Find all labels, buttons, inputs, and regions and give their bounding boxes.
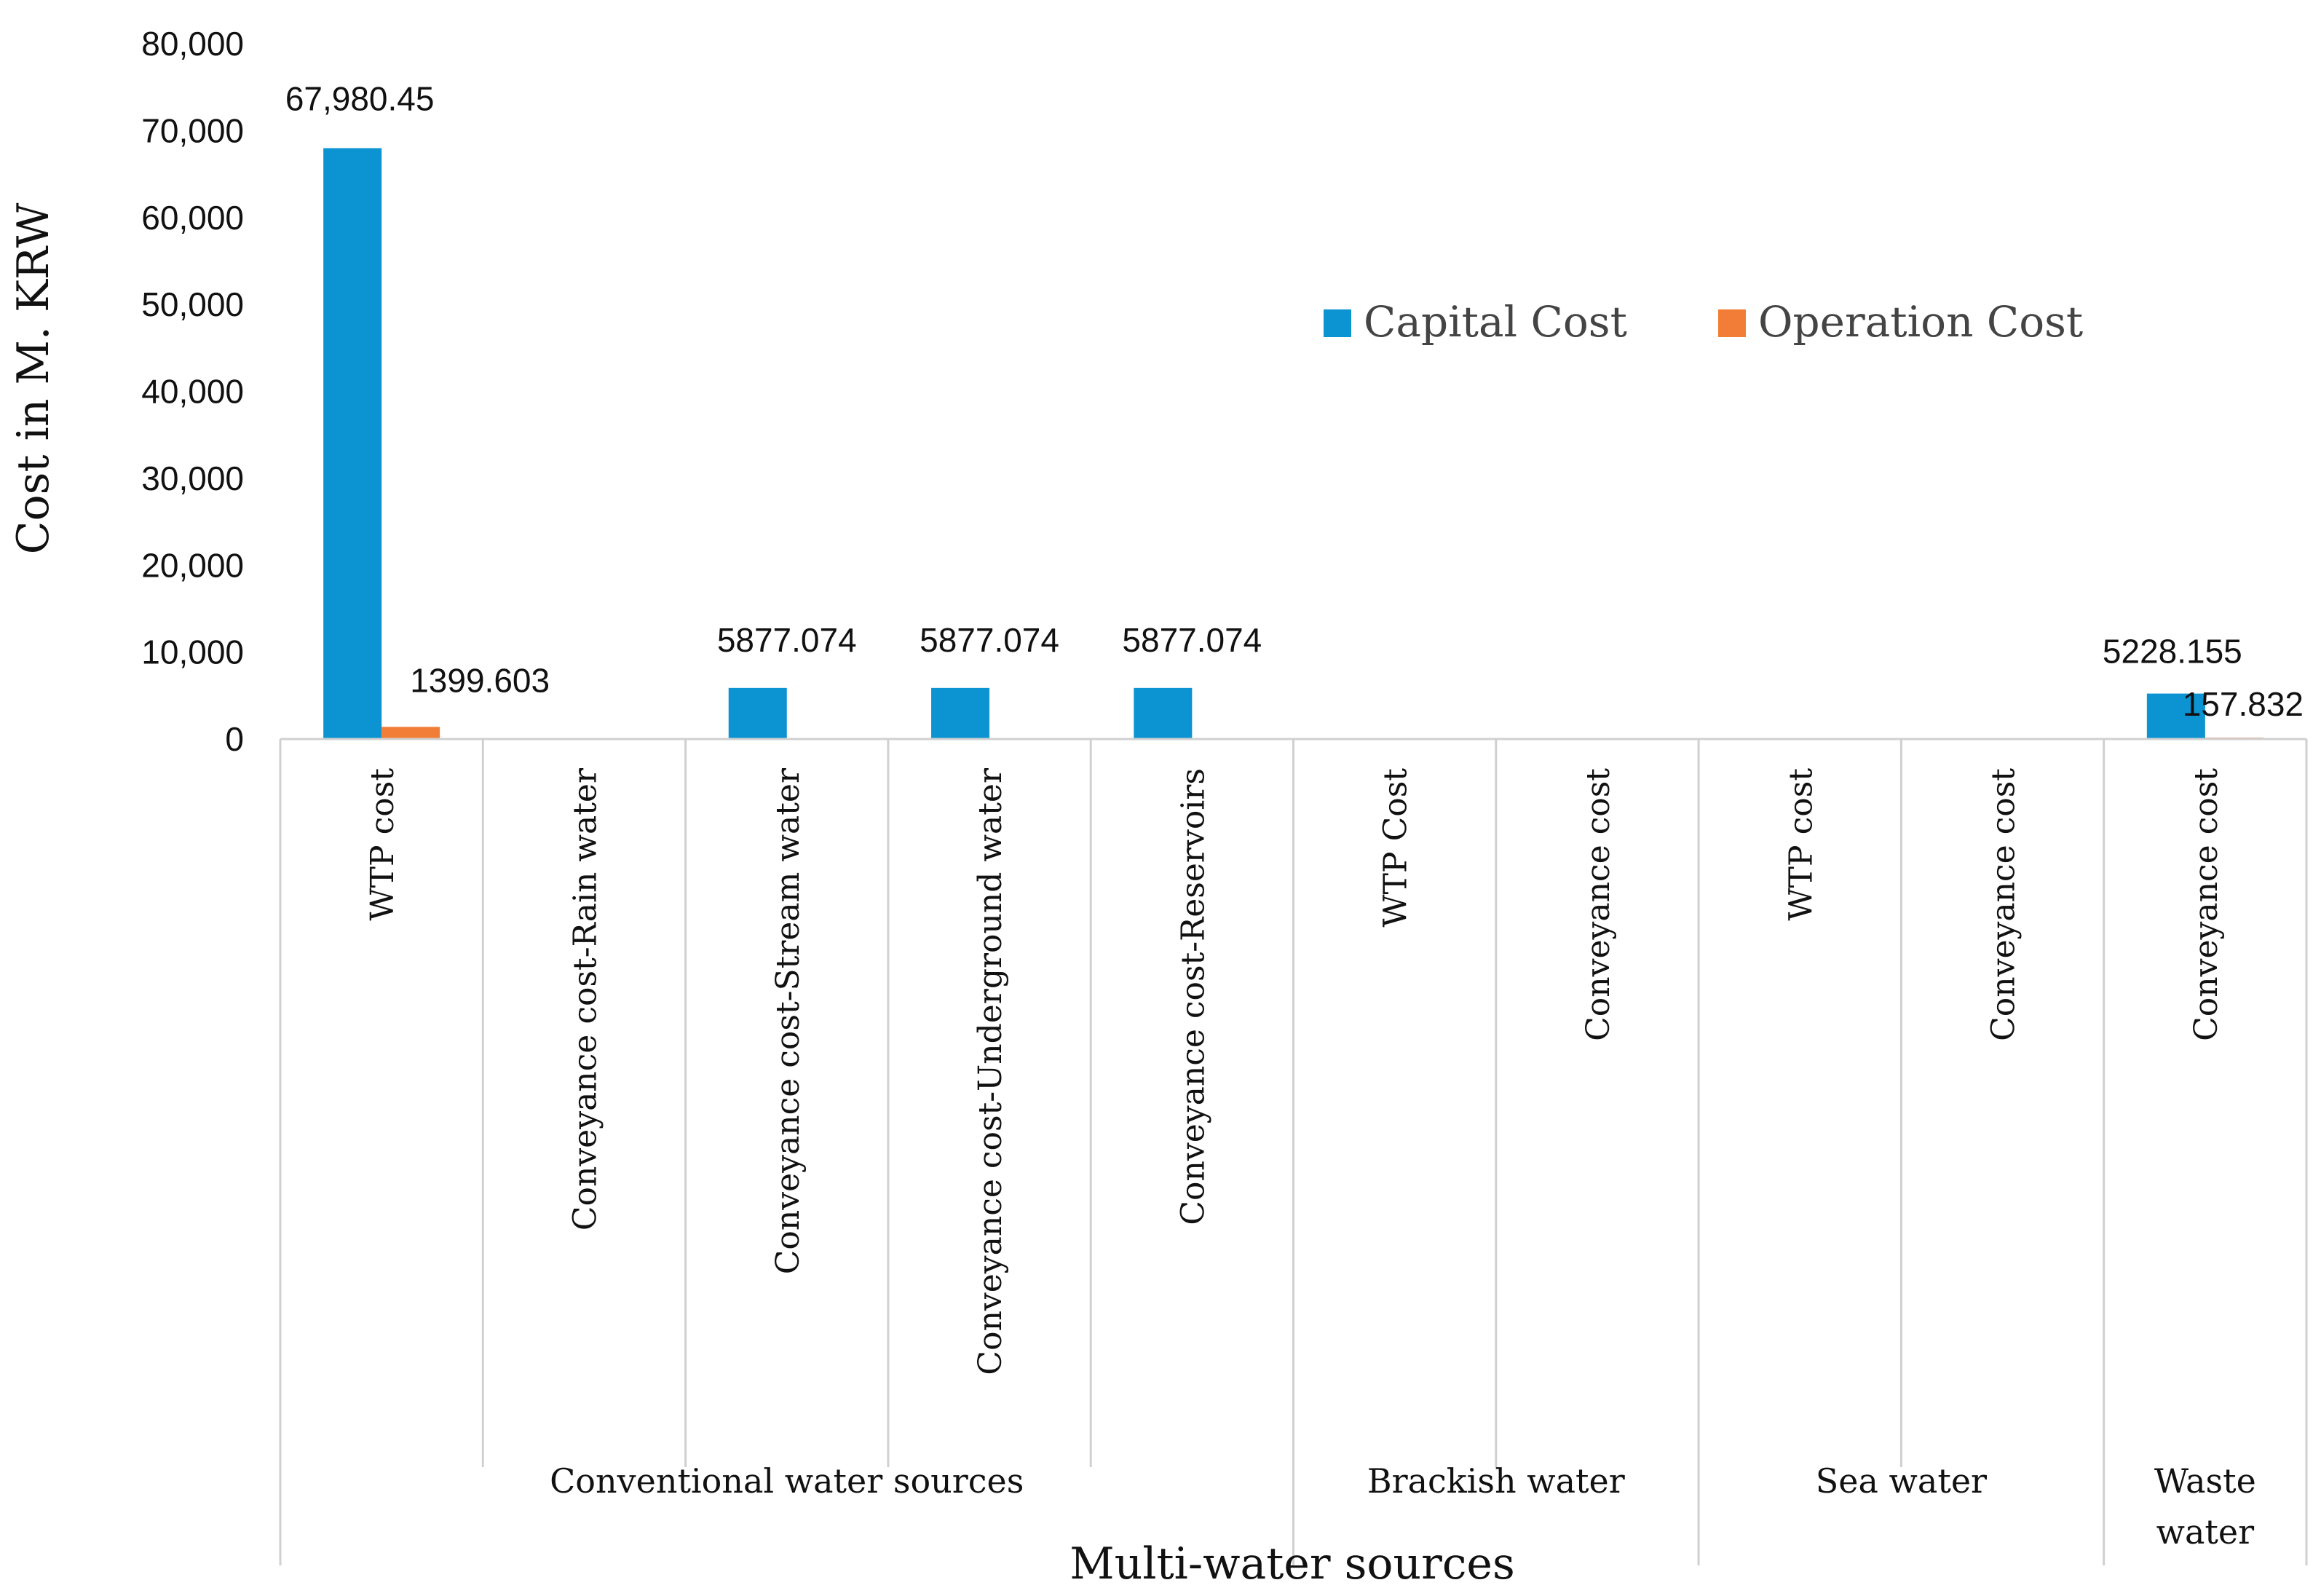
data-label: 5877.074 [920,621,1059,659]
category-label: WTP cost [1782,768,1819,921]
group-label: Conventional water sources [550,1461,1024,1501]
legend-label: Operation Cost [1758,297,2083,347]
category-label: Conveyance cost-Underground water [972,767,1009,1375]
bar-capital-9 [2146,693,2205,739]
category-label: Conveyance cost [2188,768,2225,1041]
category-label: Conveyance cost-Stream water [770,767,807,1274]
y-tick-label: 50,000 [141,285,244,323]
legend-swatch-operation [1718,309,1746,337]
group-label: Sea water [1816,1461,1987,1501]
y-tick-label: 30,000 [141,459,244,497]
y-tick-label: 80,000 [141,25,244,63]
y-tick-label: 20,000 [141,546,244,584]
y-tick-label: 60,000 [141,199,244,237]
data-label: 5877.074 [1122,621,1262,659]
category-label: WTP Cost [1377,768,1415,928]
data-label: 67,980.45 [285,79,435,117]
y-tick-label: 40,000 [141,373,244,411]
group-label: Waste [2154,1461,2256,1501]
legend-label: Capital Cost [1364,297,1627,347]
category-label: Conveyance cost-Reservoirs [1174,768,1211,1225]
group-label: water [2156,1512,2255,1552]
bar-capital-3 [931,687,990,739]
bars [323,148,2263,739]
y-tick-label: 70,000 [141,111,244,149]
data-label: 157.832 [2183,685,2304,723]
bar-operation-0 [381,727,440,739]
data-labels: 67,980.45 5877.074 5877.074 5877.074 5228.15… [285,79,2304,723]
y-axis-title: Cost in M. KRW [8,202,59,554]
data-label: 1399.603 [410,661,550,699]
bar-capital-4 [1134,687,1193,739]
x-axis: WTP cost Conveyance cost-Rain water Convey… [279,738,2308,1565]
data-label: 5877.074 [717,621,857,659]
bar-capital-2 [728,687,787,739]
legend-swatch-capital [1324,309,1351,337]
category-label: WTP cost [364,768,401,921]
group-label: Brackish water [1367,1461,1625,1501]
x-axis-title: Multi-water sources [1069,1538,1514,1589]
y-axis: 0 10,000 20,000 30,000 40,000 50,000 60,000 70,… [141,25,244,758]
category-label: Conveyance cost [1985,768,2023,1041]
legend: Capital Cost Operation Cost [1324,297,2083,347]
category-label: Conveyance cost-Rain water [566,767,604,1230]
bar-capital-0 [323,148,382,739]
data-label: 5228.155 [2103,633,2242,671]
category-label: Conveyance cost [1580,768,1617,1041]
y-tick-label: 0 [225,720,244,758]
y-tick-label: 10,000 [141,633,244,671]
